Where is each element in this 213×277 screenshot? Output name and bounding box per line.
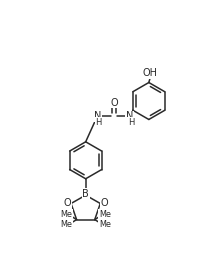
Text: B: B [82, 189, 89, 199]
Text: O: O [63, 199, 71, 209]
Text: Me: Me [61, 210, 73, 219]
Text: Me: Me [61, 220, 73, 229]
Text: H: H [96, 118, 102, 127]
Text: N: N [94, 111, 101, 121]
Text: O: O [100, 199, 108, 209]
Text: N: N [126, 111, 133, 121]
Text: OH: OH [143, 68, 158, 78]
Text: H: H [128, 118, 134, 127]
Text: Me: Me [99, 210, 111, 219]
Text: Me: Me [99, 220, 111, 229]
Text: O: O [110, 98, 118, 107]
